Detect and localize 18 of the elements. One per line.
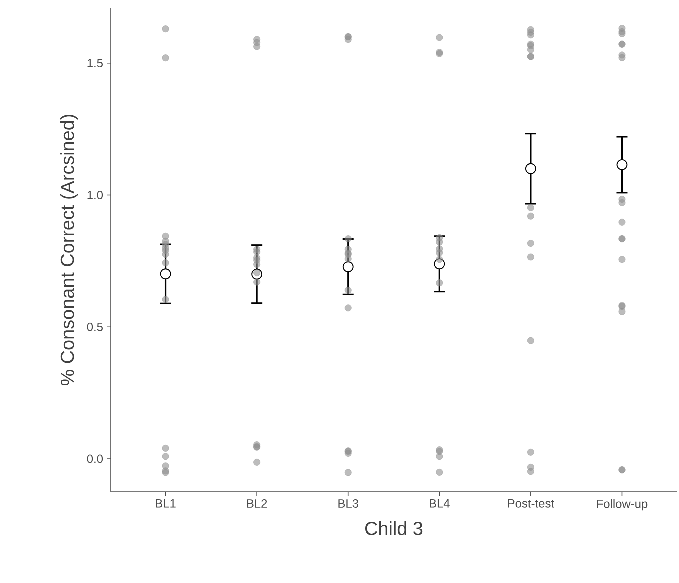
- y-axis-title: % Consonant Correct (Arcsined): [60, 114, 78, 386]
- point: [616, 159, 628, 170]
- y-tick-label: 0.0: [87, 454, 104, 464]
- y-tick-label: 1.0: [88, 191, 104, 200]
- point: [342, 262, 354, 272]
- x-tick-label: BL1: [156, 500, 176, 508]
- point: [525, 163, 536, 174]
- point: [252, 268, 263, 280]
- x-tick-label: BL4: [430, 500, 450, 508]
- x-tick-label: Follow-up: [597, 500, 648, 511]
- x-axis-title: Child 3: [366, 521, 423, 536]
- x-tick-label: BL3: [338, 500, 358, 508]
- point: [434, 258, 446, 270]
- x-tick-label: Post-test: [508, 500, 554, 508]
- y-tick-label: 0.5: [87, 322, 103, 332]
- y-tick-label: 1.5: [88, 59, 103, 68]
- x-tick-label: BL2: [247, 500, 268, 508]
- point: [160, 268, 172, 280]
